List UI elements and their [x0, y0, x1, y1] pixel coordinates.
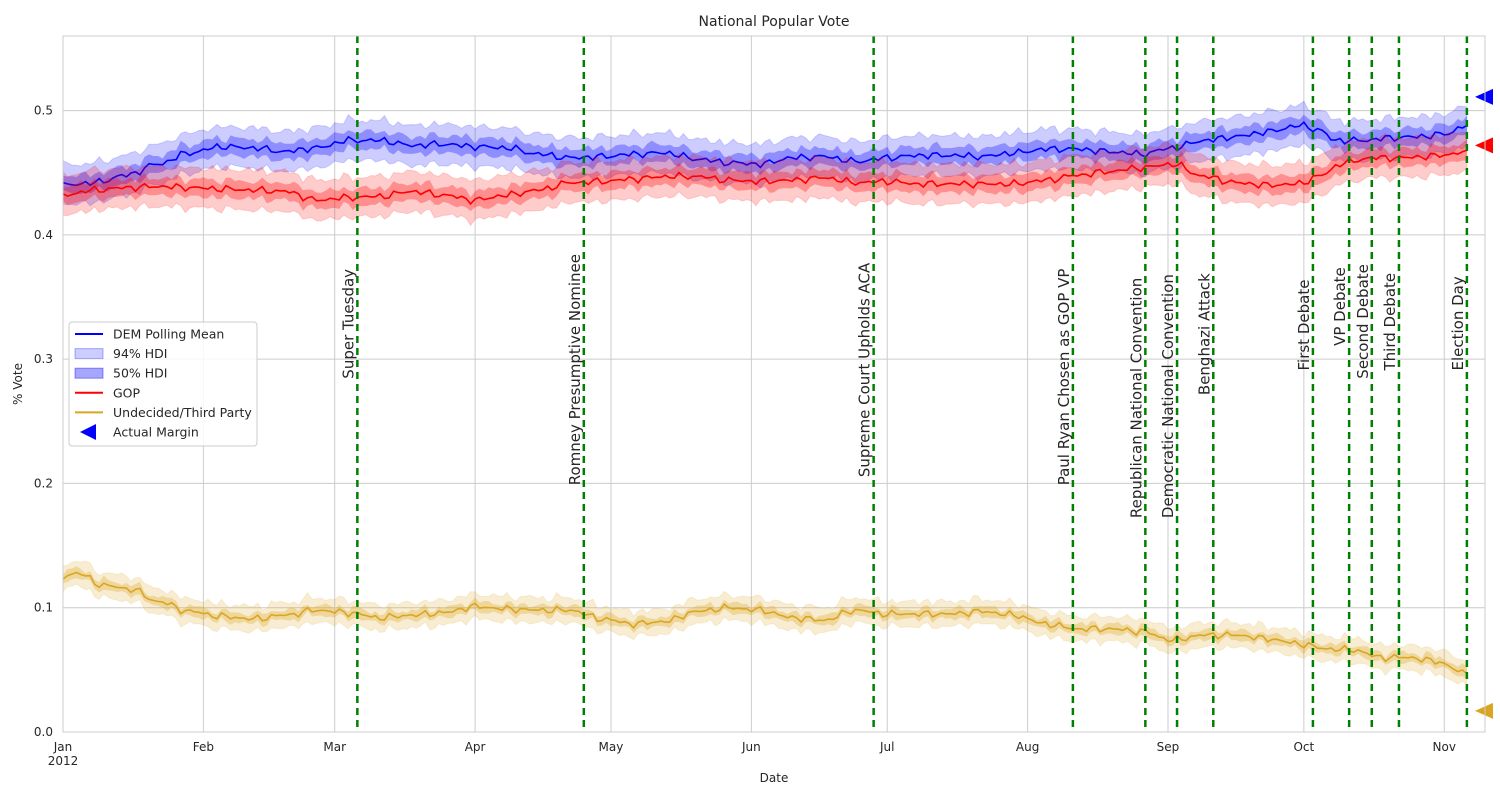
- legend-box: [68, 321, 258, 447]
- event-label: Second Debate: [1354, 264, 1372, 379]
- legend-item: 94% HDI: [74, 346, 167, 361]
- x-axis-title: Date: [760, 771, 789, 785]
- legend-label: GOP: [113, 385, 141, 400]
- legend-item: Actual Margin: [80, 424, 199, 440]
- event-label: Benghazi Attack: [1195, 273, 1213, 395]
- event-label: Supreme Court Upholds ACA: [856, 262, 874, 477]
- plot-frame: [62, 35, 1486, 733]
- actual-margin-marker: [1475, 137, 1493, 154]
- legend-label: Actual Margin: [113, 425, 199, 440]
- event-marker: Democratic National Convention: [1159, 36, 1179, 732]
- legend: DEM Polling Mean 94% HDI 50% HDI GOP Undecid…: [68, 321, 258, 447]
- event-marker: Election Day: [1449, 36, 1469, 732]
- legend-swatch-band: [74, 348, 104, 360]
- event-marker: Supreme Court Upholds ACA: [856, 36, 875, 732]
- event-marker: Third Debate: [1381, 36, 1401, 732]
- legend-item: Undecided/Third Party: [75, 405, 252, 420]
- x-tick-label: Jun: [741, 740, 761, 754]
- legend-swatch-band: [74, 367, 104, 379]
- event-marker: Benghazi Attack: [1195, 36, 1215, 732]
- x-tick-label: Oct: [1293, 740, 1314, 754]
- event-label: Election Day: [1449, 276, 1467, 370]
- event-label: Paul Ryan Chosen as GOP VP: [1055, 269, 1073, 486]
- x-tick-label: Apr: [465, 740, 486, 754]
- line-dem-polling-mean: [62, 121, 1468, 187]
- event-marker: Paul Ryan Chosen as GOP VP: [1055, 36, 1075, 732]
- y-axis-title: % Vote: [11, 363, 25, 405]
- event-label: Super Tuesday: [339, 269, 357, 379]
- y-tick-label: 0.2: [34, 476, 53, 490]
- hdi50-band-gop: [63, 139, 1467, 211]
- event-label: Democratic National Convention: [1159, 274, 1177, 518]
- event-marker: First Debate: [1295, 36, 1315, 732]
- hdi50-band-dem-polling-mean: [63, 114, 1467, 195]
- legend-label: Undecided/Third Party: [113, 405, 252, 420]
- event-marker: Romney Presumptive Nominee: [566, 36, 586, 732]
- x-tick-label: Jul: [879, 740, 894, 754]
- y-tick-label: 0.1: [34, 601, 53, 615]
- x-tick-sublabel: 2012: [48, 754, 79, 768]
- event-label: VP Debate: [1331, 267, 1349, 346]
- legend-item: GOP: [75, 385, 141, 400]
- y-tick-label: 0.3: [34, 352, 53, 366]
- event-marker: Second Debate: [1354, 36, 1374, 732]
- line-gop: [62, 149, 1468, 206]
- event-marker: Super Tuesday: [339, 36, 359, 732]
- actual-margin-marker: [1475, 702, 1493, 719]
- chart-title: National Popular Vote: [699, 14, 850, 30]
- legend-item: DEM Polling Mean: [75, 327, 224, 342]
- legend-label: 50% HDI: [113, 366, 167, 381]
- line-undecided-third-party: [62, 571, 1468, 675]
- legend-label: DEM Polling Mean: [113, 327, 224, 342]
- legend-item: 50% HDI: [74, 366, 167, 381]
- event-label: Romney Presumptive Nominee: [566, 254, 584, 485]
- legend-swatch-marker: [80, 424, 96, 440]
- y-tick-label: 0.4: [34, 228, 53, 242]
- x-tick-label: Mar: [323, 740, 346, 754]
- legend-label: 94% HDI: [113, 346, 167, 361]
- x-tick-label: Nov: [1433, 740, 1456, 754]
- event-marker: Republican National Convention: [1127, 36, 1147, 732]
- x-tick-label: May: [599, 740, 624, 754]
- x-tick-label: Sep: [1157, 740, 1180, 754]
- event-marker: VP Debate: [1331, 36, 1351, 732]
- x-tick-label: Jan: [53, 740, 73, 754]
- x-tick-label: Aug: [1016, 740, 1039, 754]
- actual-margin-marker: [1475, 88, 1493, 105]
- y-tick-label: 0.5: [34, 104, 53, 118]
- y-tick-label: 0.0: [34, 725, 53, 739]
- event-label: Republican National Convention: [1127, 278, 1145, 518]
- event-label: First Debate: [1295, 280, 1313, 371]
- event-label: Third Debate: [1381, 273, 1399, 372]
- x-tick-label: Feb: [193, 740, 214, 754]
- grid: [62, 36, 1485, 733]
